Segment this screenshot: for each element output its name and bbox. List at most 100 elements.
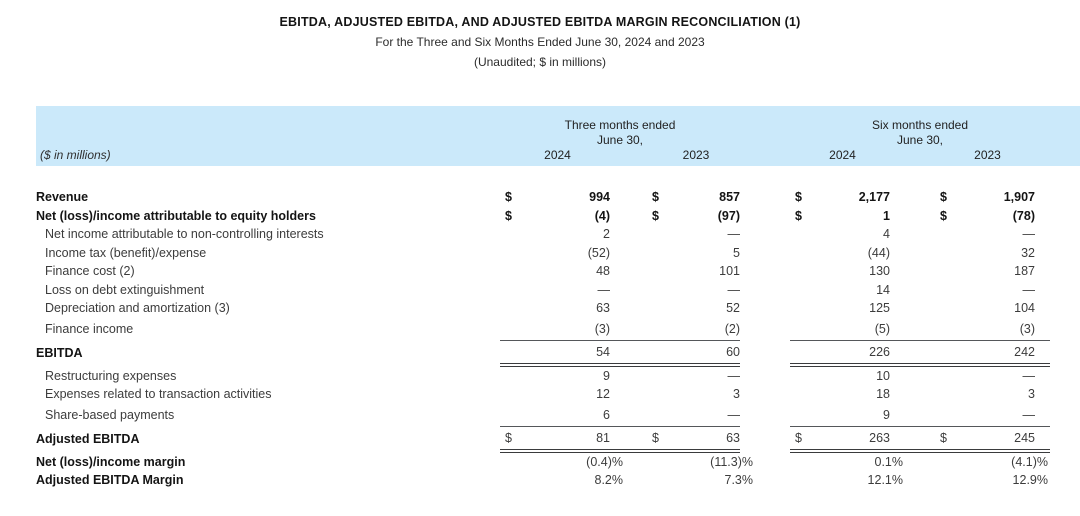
value: — [1022, 407, 1036, 422]
value-cell: 12.1% [795, 473, 903, 487]
value-cell: (0.4)% [505, 455, 623, 469]
table-row: Revenue $994 $857 $2,177 $1,907 [36, 188, 1080, 207]
value-cell: — [652, 283, 741, 297]
row-label: Adjusted EBITDA [36, 432, 140, 446]
value-cell: — [652, 227, 741, 241]
value-cell: $1,907 [940, 190, 1035, 204]
currency-symbol: $ [652, 190, 659, 205]
group-gap [740, 471, 790, 490]
value-group: 9— [790, 404, 1050, 426]
group-gap [740, 385, 790, 404]
value-cell: $ (78) [940, 209, 1035, 223]
value-cell: 48 [505, 264, 610, 278]
value-cell: 3 [940, 387, 1035, 401]
value-group: 10 — [790, 367, 1050, 386]
value-group: 63 52 [500, 299, 740, 318]
group-gap [740, 404, 790, 426]
value-group: (5) (3) [790, 318, 1050, 340]
value-cell: (3) [940, 322, 1035, 336]
report-period-subtitle: For the Three and Six Months Ended June … [375, 35, 705, 49]
currency-symbol: $ [795, 208, 802, 223]
table-row: Finance cost (2) 48 101 130 187 [36, 262, 1080, 281]
value: 48 [596, 264, 610, 279]
group-gap [740, 207, 790, 226]
value: 81 [596, 430, 610, 445]
value: 104 [1014, 301, 1035, 316]
value: 60 [726, 344, 740, 359]
value: (52) [587, 245, 610, 260]
value-cell: 101 [652, 264, 740, 278]
value-cell: 8.2% [505, 473, 624, 487]
value-cell: $63 [652, 431, 740, 445]
report-unaudited-note: (Unaudited; $ in millions) [473, 55, 607, 69]
value: 0.1% [874, 454, 904, 469]
value: 9 [603, 368, 610, 383]
value-cell: 52 [652, 301, 740, 315]
value: 63 [596, 301, 610, 316]
value-cell: 63 [505, 301, 610, 315]
value-cell: 242 [940, 345, 1035, 359]
report-title: EBITDA, ADJUSTED EBITDA, AND ADJUSTED EB… [279, 15, 801, 29]
value: 12 [596, 387, 610, 402]
group-gap [740, 367, 790, 386]
value: — [727, 368, 741, 383]
value: 2,177 [858, 190, 890, 205]
value-cell: $245 [940, 431, 1035, 445]
row-label: Restructuring expenses [45, 368, 177, 383]
row-label: Adjusted EBITDA Margin [36, 473, 184, 488]
value: 1,907 [1003, 190, 1035, 205]
value: 245 [1014, 430, 1035, 445]
value: 18 [876, 387, 890, 402]
value-cell: — [940, 369, 1036, 383]
value-cell: 125 [795, 301, 890, 315]
table-row: Adjusted EBITDA Margin 8.2% 7.3% 12.1% 12.9% [36, 471, 1080, 490]
value-group: 18 3 [790, 385, 1050, 404]
value: 12.9% [1012, 473, 1048, 488]
period-label: Six months ended [871, 118, 969, 132]
year-column-header: 2023 [974, 148, 1001, 162]
value-group: 4— [790, 225, 1050, 244]
value: 5 [733, 245, 740, 260]
row-label: Income tax (benefit)/expense [45, 245, 207, 260]
value-group: 125 104 [790, 299, 1050, 318]
value-group: $ (4) $ (97) [500, 207, 740, 226]
currency-symbol: $ [940, 190, 947, 205]
value-cell: (44) [795, 246, 890, 260]
value: 52 [726, 301, 740, 316]
value: — [1022, 282, 1036, 297]
value: (3) [594, 321, 610, 336]
year-row: 2024 2023 [500, 148, 740, 163]
value-cell: 12 [505, 387, 610, 401]
value-group: — — [500, 281, 741, 300]
value: (0.4)% [586, 454, 623, 469]
currency-symbol: $ [652, 208, 659, 223]
table-header-band: ($ in millions) Three months ended June … [36, 106, 1080, 166]
value-group: 8.2% 7.3% [500, 471, 754, 490]
value: (44) [867, 245, 890, 260]
value-cell: $857 [652, 190, 740, 204]
currency-symbol: $ [940, 430, 947, 445]
value-group: 0.1% (4.1)% [790, 453, 1050, 472]
value-cell: — [652, 368, 741, 383]
value: 2 [603, 227, 610, 242]
value-group: (3) (2) [500, 318, 740, 340]
column-group-three-months: Three months ended June 30, 2024 2023 [500, 106, 740, 166]
value-cell: — [505, 282, 611, 297]
value: — [727, 407, 741, 422]
value-group: (44) 32 [790, 244, 1050, 263]
row-label: Revenue [36, 190, 89, 205]
value-cell: — [940, 282, 1036, 297]
table-row: EBITDA 54 60 226 242 [36, 339, 1080, 367]
group-gap [740, 244, 790, 263]
value-group: $2,177 $1,907 [790, 188, 1050, 207]
group-gap [740, 281, 790, 300]
currency-symbol: $ [795, 430, 802, 445]
value: 857 [719, 190, 740, 205]
value: — [597, 282, 611, 297]
value-cell: (4.1)% [940, 455, 1048, 469]
value-cell: 9 [795, 408, 890, 422]
row-label: Loss on debt extinguishment [45, 282, 205, 297]
value-cell: 12.9% [940, 473, 1048, 487]
value-cell: $994 [505, 190, 610, 204]
value: (2) [724, 321, 740, 336]
